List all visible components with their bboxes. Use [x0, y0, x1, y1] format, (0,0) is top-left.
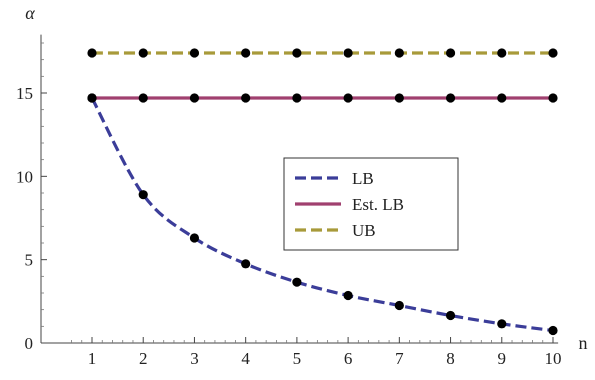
point-lb-2	[138, 190, 148, 200]
x-tick-label-1: 1	[88, 349, 97, 368]
x-tick-label-7: 7	[395, 349, 404, 368]
y-tick-label-10: 10	[16, 167, 33, 186]
axes: 1 2 3 4 5 6 7 8 9 10 0 5 10 15 α n	[16, 3, 588, 368]
x-tick-label-6: 6	[344, 349, 353, 368]
point-lb-10	[548, 325, 558, 336]
legend-label-lb: LB	[352, 169, 374, 188]
series-markers	[87, 48, 558, 336]
point-ub-8	[445, 48, 456, 58]
y-axis-title: α	[25, 3, 35, 23]
point-est-lb-1	[87, 93, 97, 103]
point-est-lb-2	[138, 93, 148, 103]
x-tick-label-3: 3	[190, 349, 199, 368]
point-ub-6	[343, 48, 353, 58]
x-tick-label-10: 10	[545, 349, 562, 368]
point-est-lb-9	[497, 93, 507, 103]
y-tick-label-15: 15	[16, 84, 33, 103]
x-tick-label-2: 2	[139, 349, 148, 368]
point-lb-7	[394, 300, 404, 311]
y-ticks: 0 5 10 15	[16, 42, 47, 353]
legend: LB Est. LB UB	[283, 157, 459, 251]
y-tick-label-5: 5	[25, 251, 34, 270]
point-est-lb-7	[394, 93, 404, 103]
point-ub-4	[241, 48, 251, 58]
x-ticks: 1 2 3 4 5 6 7 8 9 10	[71, 337, 562, 368]
point-est-lb-4	[241, 93, 251, 103]
point-ub-1	[87, 48, 97, 58]
x-tick-label-4: 4	[241, 349, 250, 368]
series-lines	[90, 51, 554, 333]
point-est-lb-5	[292, 93, 302, 103]
point-ub-5	[292, 48, 302, 58]
x-tick-label-5: 5	[293, 349, 302, 368]
point-lb-8	[445, 310, 456, 321]
point-lb-6	[343, 290, 353, 301]
legend-label-ub: UB	[352, 221, 376, 240]
point-est-lb-10	[548, 93, 558, 103]
series-line-lb	[90, 97, 554, 333]
point-est-lb-3	[189, 93, 200, 103]
point-ub-9	[497, 48, 507, 58]
legend-label-est-lb: Est. LB	[352, 195, 404, 214]
point-lb-9	[497, 319, 507, 329]
point-lb-5	[292, 277, 302, 287]
y-tick-label-0: 0	[25, 334, 34, 353]
x-tick-label-9: 9	[498, 349, 507, 368]
point-ub-2	[138, 48, 148, 58]
point-est-lb-8	[445, 93, 456, 103]
point-lb-3	[189, 233, 200, 243]
x-tick-label-8: 8	[446, 349, 455, 368]
point-ub-7	[394, 48, 404, 58]
point-ub-3	[189, 48, 200, 58]
x-axis-title: n	[579, 333, 588, 353]
point-ub-10	[548, 48, 558, 58]
point-lb-4	[241, 259, 251, 269]
point-est-lb-6	[343, 93, 353, 103]
